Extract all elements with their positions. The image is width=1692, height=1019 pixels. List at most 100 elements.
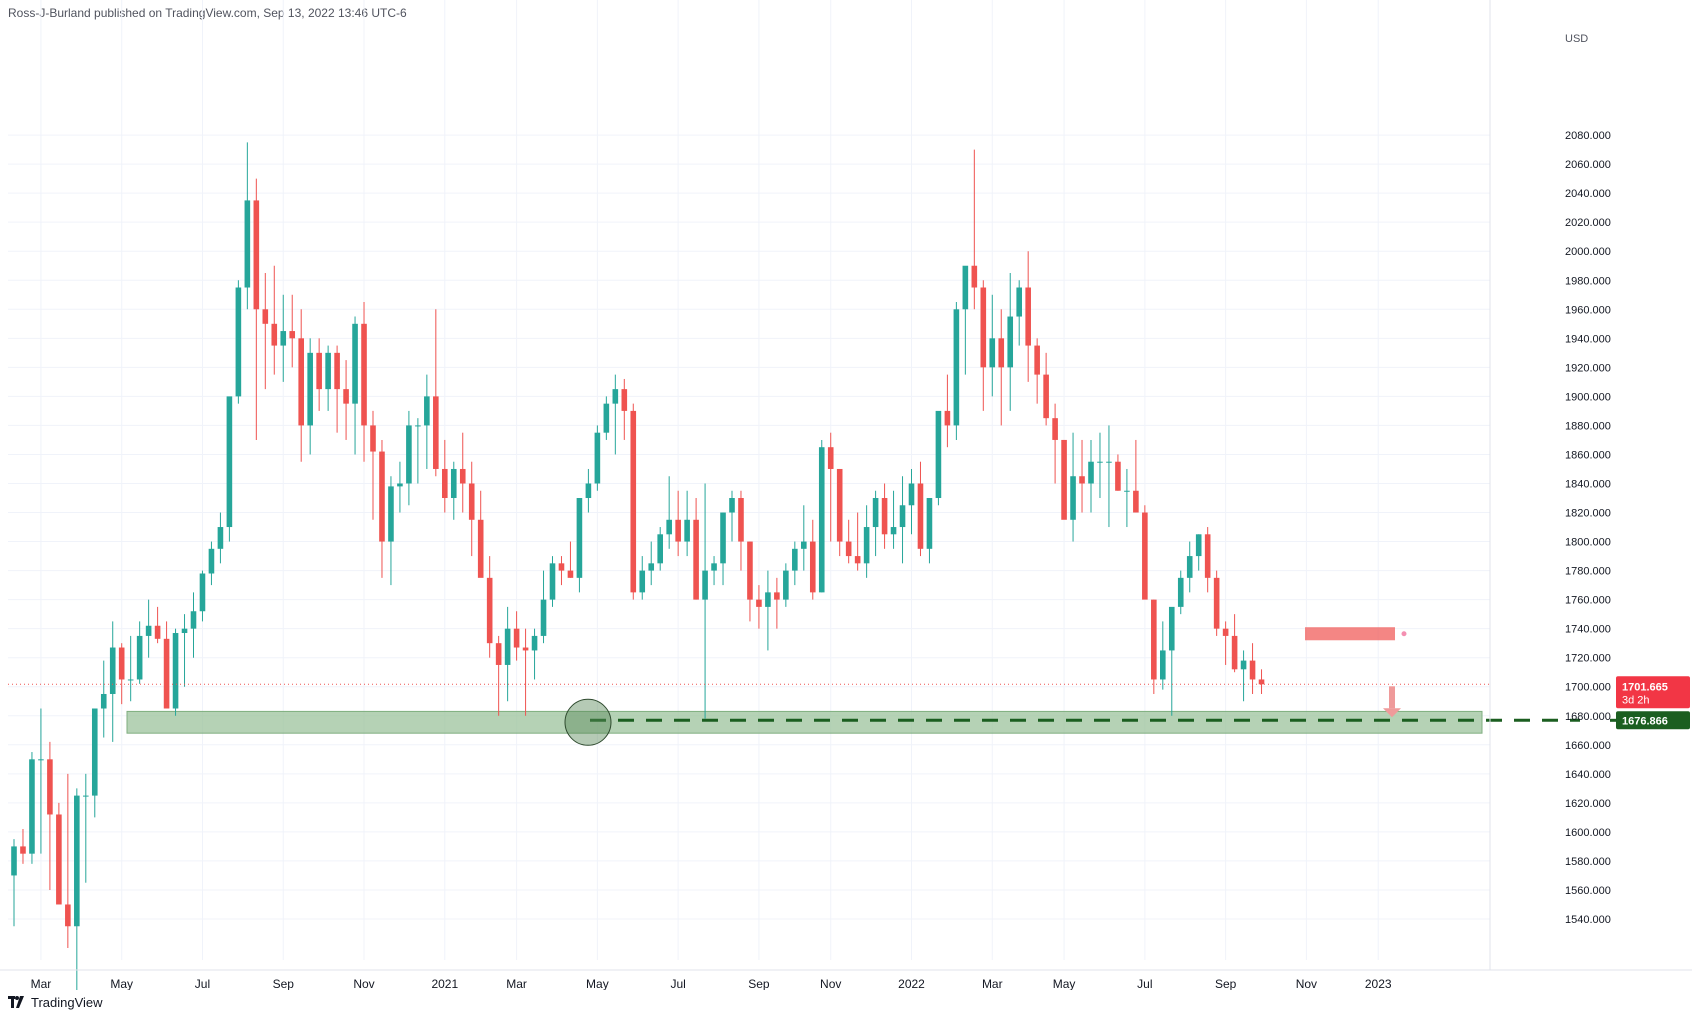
candle-up — [648, 541, 655, 586]
candle-down — [621, 378, 628, 440]
candle-down — [747, 541, 753, 622]
candle-body — [271, 323, 278, 346]
candle-up — [190, 592, 197, 658]
candle-up — [415, 418, 421, 484]
candle-up — [504, 606, 511, 702]
candle-up — [801, 505, 807, 571]
candle-body — [190, 611, 197, 629]
candle-body — [1106, 461, 1112, 463]
candle-up — [729, 490, 735, 542]
x-tick-label: Nov — [1296, 977, 1317, 990]
candle-body — [603, 403, 610, 433]
candle-body — [675, 519, 681, 542]
candle-body — [1249, 660, 1256, 680]
candle-up — [711, 556, 717, 586]
annotation-layer — [8, 683, 1490, 746]
candle-body — [783, 570, 789, 600]
x-tick-label: Mar — [31, 977, 52, 990]
candle-up — [818, 439, 825, 593]
candle-body — [1222, 628, 1229, 636]
candle-down — [20, 828, 26, 864]
x-tick-label: Nov — [820, 977, 841, 990]
candle-body — [442, 468, 448, 499]
y-tick-label: 1720.000 — [1565, 653, 1611, 665]
candle-body — [83, 795, 89, 797]
candle-up — [181, 614, 188, 687]
candle-body — [1133, 490, 1139, 513]
candle-down — [262, 272, 269, 390]
candle-body — [361, 323, 367, 426]
candle-up — [74, 788, 80, 990]
candle-body — [585, 483, 592, 499]
candle-up — [388, 476, 394, 586]
candle-down — [522, 628, 529, 716]
candle-body — [639, 570, 646, 593]
candle-up — [235, 280, 242, 404]
price-axis: USD 1540.000 1560.000 1580.000 1600.000 1620.… — [1489, 0, 1690, 970]
candle-down — [47, 741, 53, 890]
x-tick-label: Sep — [748, 977, 770, 990]
candle-body — [235, 287, 242, 397]
candle-body — [522, 647, 529, 651]
candle-body — [980, 287, 987, 368]
candle-body — [702, 570, 708, 600]
price-chart[interactable]: USD 1540.000 1560.000 1580.000 1600.000 1620.… — [0, 0, 1692, 990]
candle-body — [908, 483, 915, 506]
candle-body — [1177, 577, 1184, 607]
candle-up — [1186, 541, 1193, 593]
candle-down — [442, 439, 448, 513]
candle-body — [890, 527, 897, 535]
candle-up — [585, 468, 592, 513]
candle-up — [199, 570, 206, 622]
candle-down — [289, 294, 296, 368]
candle-body — [513, 628, 520, 648]
candle-up — [280, 294, 287, 382]
candle-body — [872, 498, 879, 528]
candle-body — [720, 512, 726, 564]
candle-up — [208, 541, 215, 586]
candle-down — [271, 265, 278, 375]
support-price-value: 1676.866 — [1622, 715, 1668, 727]
candle-down — [316, 338, 322, 411]
candle-body — [1007, 316, 1014, 368]
x-tick-label: Sep — [1215, 977, 1237, 990]
candle-down — [1115, 454, 1121, 491]
candle-body — [711, 563, 717, 571]
candle-down — [756, 585, 762, 629]
candle-body — [1240, 660, 1247, 670]
candle-down — [881, 483, 888, 549]
candle-body — [325, 352, 331, 390]
currency-label: USD — [1565, 33, 1588, 45]
candle-body — [549, 563, 556, 600]
candle-down — [298, 309, 304, 462]
candle-down — [433, 309, 439, 477]
candle-up — [612, 374, 619, 455]
last-price-value: 1701.665 — [1622, 681, 1668, 693]
candle-body — [199, 573, 206, 612]
tradingview-brand[interactable]: TradingView — [31, 994, 103, 1010]
candle-body — [962, 265, 969, 310]
candle-body — [944, 410, 951, 426]
candle-body — [926, 498, 933, 549]
candle-up — [1160, 621, 1166, 690]
candle-down — [1034, 338, 1040, 404]
candle-body — [1160, 650, 1166, 680]
candle-body — [1070, 476, 1076, 520]
candle-body — [298, 338, 304, 426]
support-zone-layer — [126, 627, 1580, 734]
candle-down — [675, 490, 681, 557]
highlight-circle — [564, 698, 612, 746]
candle-down — [118, 643, 125, 705]
candle-up — [765, 570, 771, 651]
candle-up — [863, 505, 870, 578]
candle-up — [1007, 272, 1014, 411]
candle-up — [325, 345, 331, 411]
candle-body — [486, 577, 493, 644]
candle-up — [702, 483, 708, 719]
candle-down — [495, 635, 502, 716]
x-tick-label: Nov — [353, 977, 374, 990]
candle-down — [459, 432, 466, 513]
candle-body — [495, 643, 502, 665]
candle-body — [899, 505, 906, 528]
candle-body — [1034, 345, 1040, 375]
